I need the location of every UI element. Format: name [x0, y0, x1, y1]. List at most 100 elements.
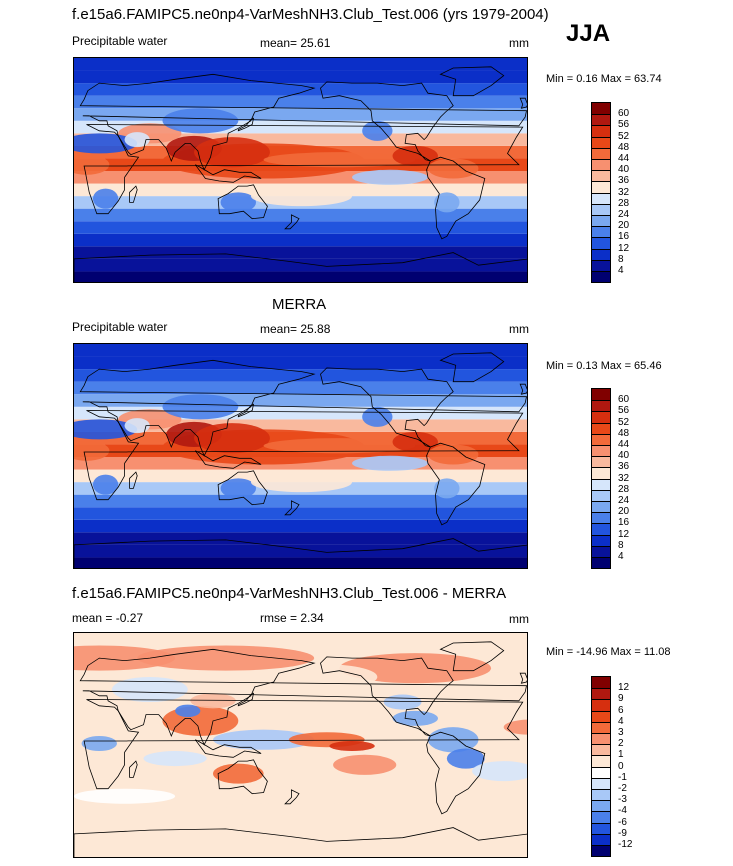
model-colorbar-tick-label: 16 [618, 231, 630, 243]
diff-colorbar-swatch [591, 822, 611, 834]
field-feature [427, 444, 479, 465]
diff-colorbar-swatch [591, 755, 611, 767]
colorbar-merra: 60 56 52 48 44 40 36 32 28 24 20 16 12 8 4 [591, 388, 629, 570]
map-panel-difference [73, 632, 528, 858]
diff-colorbar-tick-label: 0 [618, 760, 624, 772]
model-colorbar-swatch [591, 192, 611, 204]
model-colorbar-tick-label: 12 [618, 242, 630, 254]
field-feature [92, 474, 119, 495]
merra-colorbar-swatch [591, 512, 611, 524]
diff-colorbar-tick-label: -9 [618, 827, 627, 839]
merra-colorbar-swatch [591, 389, 611, 401]
panel2-minmax: Min = 0.13 Max = 65.46 [546, 360, 662, 372]
coastline-madagascar [129, 760, 138, 778]
coastline-australia [217, 470, 268, 506]
difference-feature [213, 729, 315, 750]
model-colorbar-swatch [591, 147, 611, 159]
panel1-left-label: Precipitable water [72, 34, 168, 48]
diff-colorbar-swatch [591, 677, 611, 689]
model-colorbar-swatch [591, 237, 611, 249]
coastline-greenland [439, 66, 505, 97]
diff-colorbar-swatch [591, 688, 611, 700]
map-panel-model [73, 57, 528, 283]
diff-colorbar-swatch [591, 766, 611, 778]
merra-colorbar-tick-label: 20 [618, 506, 630, 518]
field-feature [434, 478, 460, 499]
zonal-band [74, 344, 527, 357]
field-feature [162, 394, 239, 420]
merra-colorbar-tick-label: 28 [618, 483, 630, 495]
diff-colorbar-tick-label: -12 [618, 839, 633, 850]
merra-colorbar-tick-label: 8 [618, 539, 624, 551]
panel3-units-label: mm [509, 612, 529, 626]
merra-colorbar-tick-label: 24 [618, 495, 630, 506]
field-feature [263, 438, 416, 454]
merra-colorbar-swatch [591, 478, 611, 490]
panel1-units-label: mm [509, 36, 529, 50]
panel3-minmax: Min = -14.96 Max = 11.08 [546, 646, 671, 658]
model-colorbar-swatch [591, 103, 611, 115]
field-feature [74, 440, 110, 461]
merra-colorbar-tick-label: 4 [618, 551, 624, 562]
merra-colorbar-tick-label: 60 [618, 394, 630, 406]
coastline-south-america [426, 442, 486, 526]
coastline-uk [519, 97, 527, 109]
merra-colorbar-swatch [591, 557, 611, 569]
difference-feature [472, 761, 527, 782]
coastline-eurasia [79, 73, 527, 171]
coastline-japan [237, 692, 255, 707]
coastlines [74, 641, 527, 857]
model-colorbar-tick-label: 36 [618, 175, 630, 187]
merra-colorbar-swatch [591, 433, 611, 445]
field-feature [392, 431, 438, 452]
coastline-south-america [426, 156, 486, 240]
coastline-new-zealand [284, 214, 300, 230]
main-title: f.e15a6.FAMIPC5.ne0np4-VarMeshNH3.Club_T… [72, 6, 549, 23]
model-colorbar-swatch [591, 226, 611, 238]
coastline-indonesia [194, 450, 262, 469]
model-colorbar-swatch [591, 271, 611, 283]
field-feature [92, 188, 119, 209]
merra-colorbar-swatch [591, 445, 611, 457]
field-features [74, 108, 479, 213]
diff-colorbar-tick-label: 2 [618, 738, 624, 750]
model-colorbar-swatch [591, 136, 611, 148]
model-colorbar-tick-label: 40 [618, 164, 630, 176]
field-feature [220, 478, 256, 499]
model-colorbar-tick-label: 24 [618, 209, 630, 220]
model-colorbar-tick-label: 48 [618, 141, 630, 153]
map-panel-merra [73, 343, 528, 569]
field-feature [162, 108, 239, 134]
field-feature [124, 418, 150, 434]
panel1-minmax: Min = 0.16 Max = 63.74 [546, 73, 662, 85]
field-feature [74, 133, 138, 154]
difference-feature [137, 645, 315, 671]
coastline-greenland [439, 641, 505, 672]
model-colorbar-swatch [591, 170, 611, 182]
difference-feature [74, 788, 176, 804]
merra-colorbar-swatch [591, 523, 611, 535]
merra-colorbar-swatch [591, 400, 611, 412]
diff-colorbar-tick-label: -3 [618, 794, 627, 806]
coastline-madagascar [129, 471, 138, 489]
model-colorbar-swatch [591, 203, 611, 215]
model-colorbar-swatch [591, 125, 611, 137]
diff-colorbar-tick-label: 3 [618, 727, 624, 738]
panel3-mean-label: mean = -0.27 [72, 611, 144, 625]
coastline-uk [519, 672, 527, 684]
field-feature [263, 152, 416, 168]
panel3-rmse-label: rmse = 2.34 [260, 611, 324, 625]
model-colorbar-swatch [591, 215, 611, 227]
diff-colorbar-swatch [591, 811, 611, 823]
field-feature [220, 192, 256, 213]
field-feature [74, 154, 110, 175]
panel1-mean-label: mean= 25.61 [260, 36, 331, 50]
model-colorbar-tick-label: 44 [618, 153, 630, 164]
difference-feature [383, 694, 422, 710]
coastline-africa [83, 124, 524, 215]
model-colorbar-tick-label: 32 [618, 186, 630, 198]
coastline-north-america [320, 81, 454, 162]
diff-colorbar-swatch [591, 833, 611, 845]
merra-colorbar-tick-label: 56 [618, 405, 630, 417]
zonal-band [74, 83, 527, 96]
